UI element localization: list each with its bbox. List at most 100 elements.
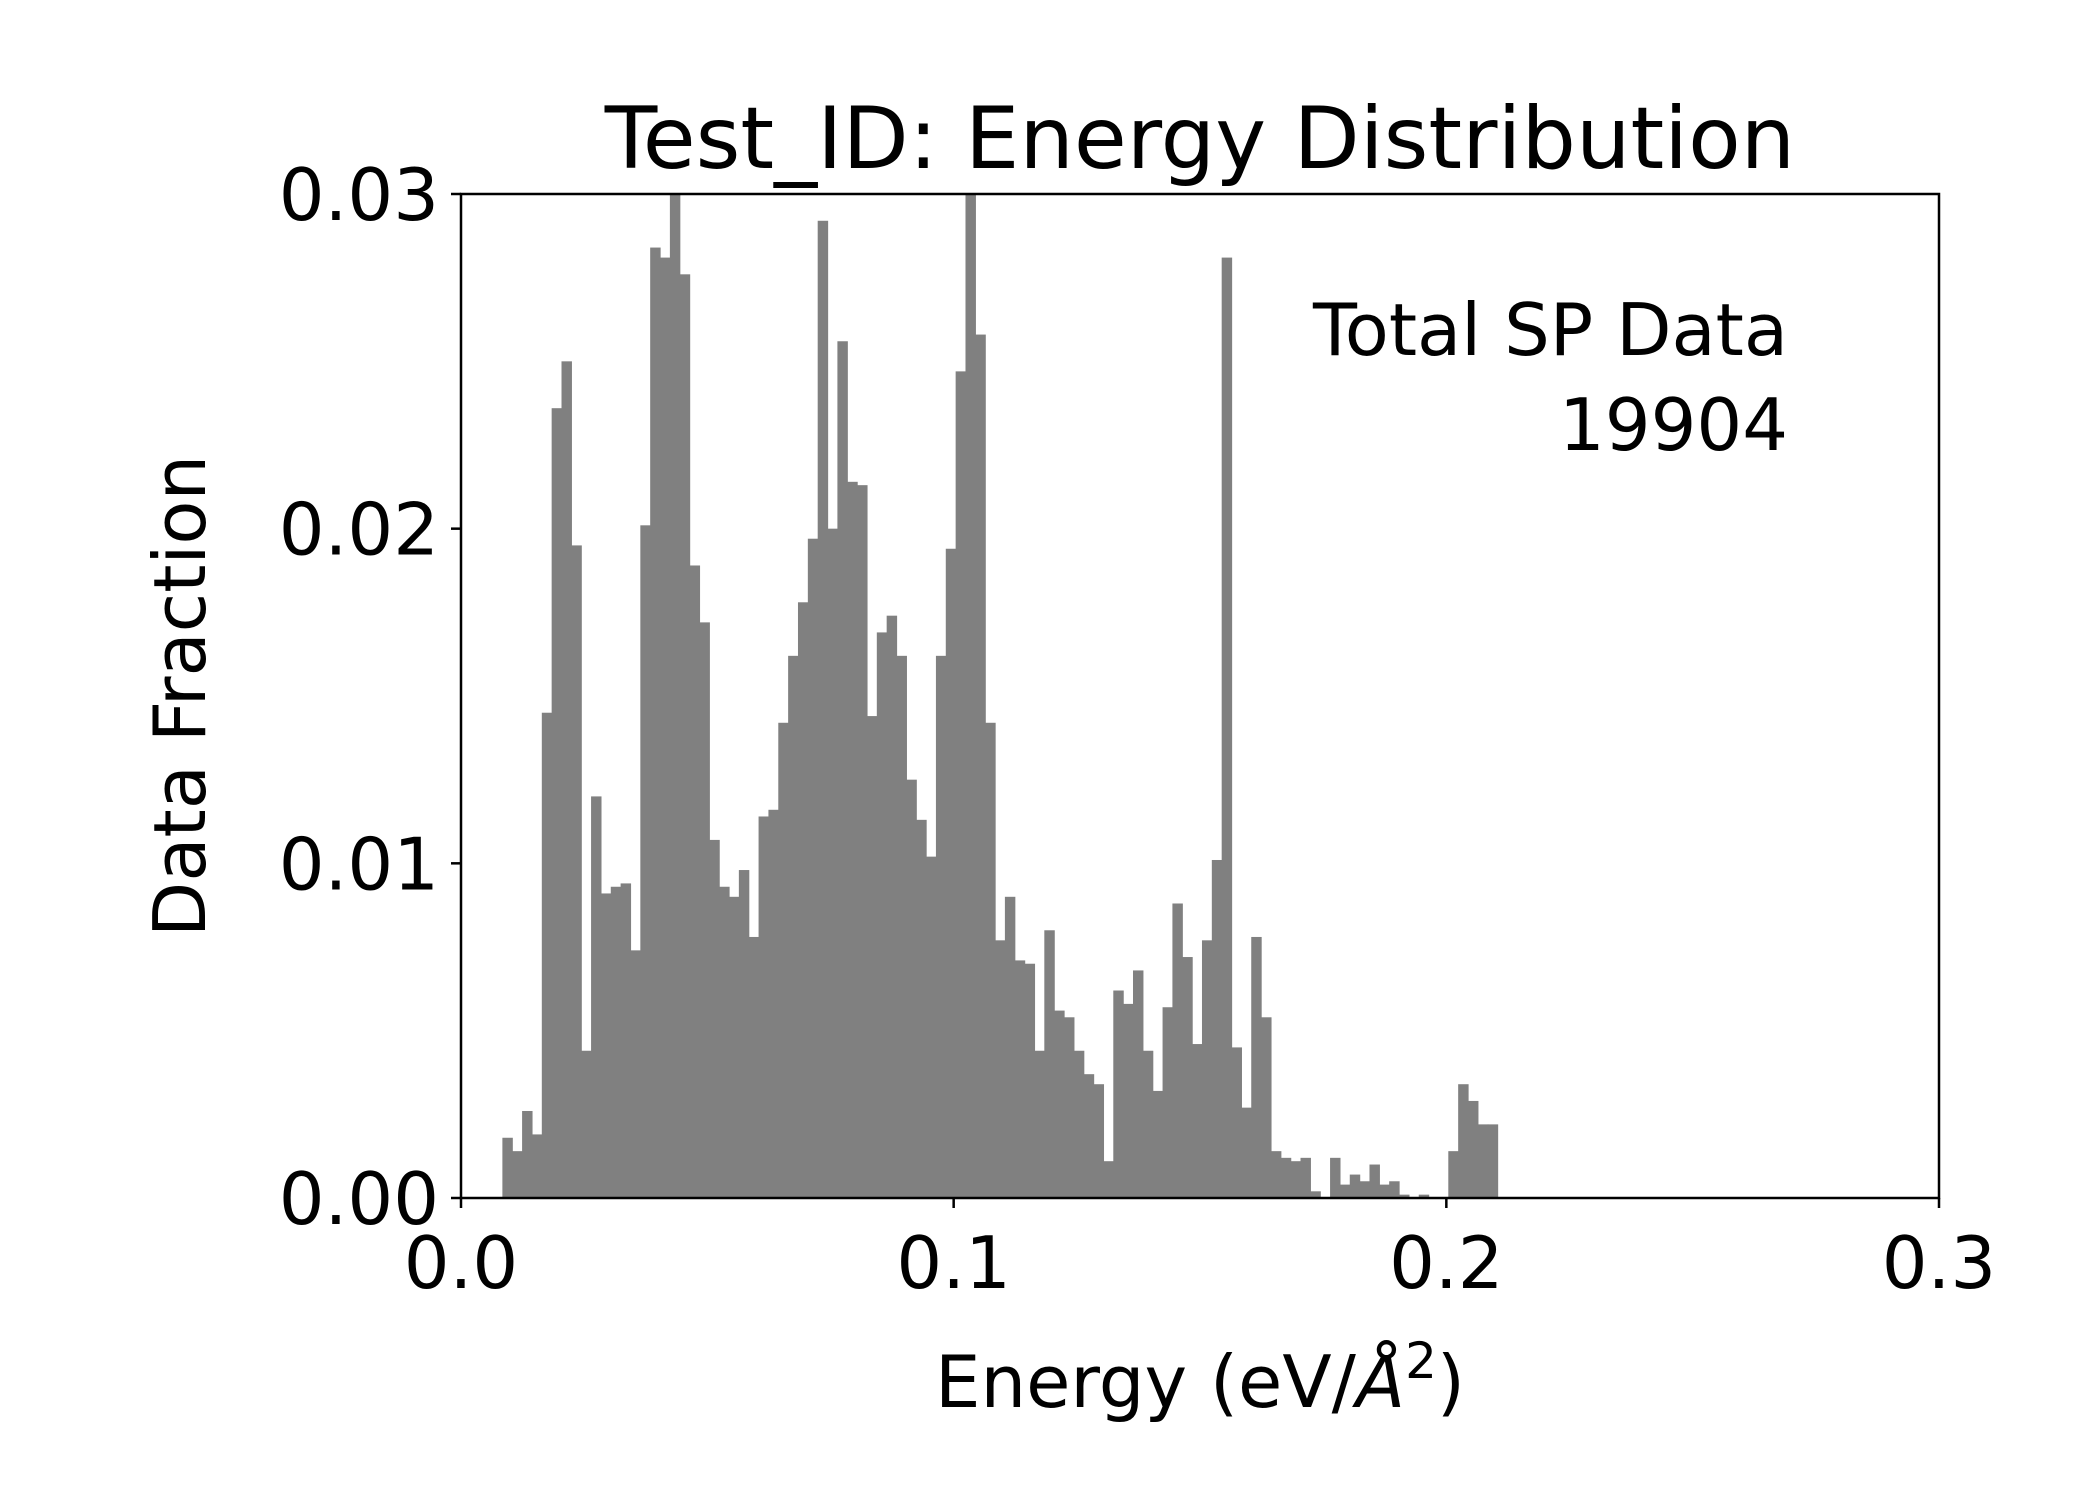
y-tick-label: 0.01 <box>279 822 439 906</box>
histogram-bar <box>1192 1044 1203 1198</box>
histogram-bar <box>1054 1010 1065 1198</box>
histogram-bar <box>1280 1157 1292 1198</box>
histogram-bar <box>1073 1050 1085 1198</box>
histogram-bar <box>935 655 947 1198</box>
histogram-bar <box>699 622 710 1198</box>
histogram-bar <box>1468 1100 1479 1198</box>
histogram-bar <box>1300 1157 1311 1198</box>
histogram-bar <box>807 538 819 1198</box>
plot-frame <box>459 192 1941 1200</box>
histogram-bar <box>1458 1084 1469 1198</box>
x-tick-label: 0.3 <box>1882 1221 1997 1305</box>
histogram-bar <box>837 341 848 1198</box>
histogram-bar <box>768 809 779 1198</box>
histogram-bar <box>847 481 858 1198</box>
histogram-bar <box>975 334 986 1198</box>
histogram-bar <box>1034 1050 1045 1198</box>
histogram-bar <box>1152 1090 1164 1198</box>
histogram-bar <box>817 220 829 1198</box>
histogram-bar <box>866 716 878 1198</box>
x-axis-label-exponent: 2 <box>1405 1332 1437 1390</box>
histogram-bar <box>748 936 760 1198</box>
histogram-bar <box>1477 1124 1489 1198</box>
histogram-bar <box>1123 1003 1134 1198</box>
histogram-bar <box>1024 963 1036 1198</box>
x-axis-label-angstrom: Å <box>1352 1340 1405 1424</box>
histogram-bar <box>581 1050 592 1198</box>
histogram-bar <box>1349 1174 1361 1198</box>
histogram-bar <box>1044 930 1055 1198</box>
histogram-bar <box>1201 940 1213 1198</box>
histogram-bar <box>797 602 809 1198</box>
histogram-bar <box>591 796 602 1198</box>
histogram-bar <box>571 545 582 1198</box>
histogram-bar <box>531 1134 543 1198</box>
histogram-bar <box>1379 1184 1390 1198</box>
histogram-bar <box>1172 903 1183 1198</box>
y-axis-ticks: 0.00 0.01 0.02 0.03 <box>279 153 461 1241</box>
y-tick-label: 0.02 <box>279 488 439 572</box>
histogram-bar <box>640 525 651 1198</box>
histogram-bar <box>1103 1161 1114 1198</box>
histogram-bar <box>896 655 907 1198</box>
x-tick-label: 0.2 <box>1389 1221 1504 1305</box>
histogram-bar <box>689 565 701 1198</box>
histogram-bar <box>758 816 770 1198</box>
histogram-bar <box>1064 1017 1075 1198</box>
x-axis-label-prefix: Energy (eV/ <box>935 1340 1357 1424</box>
histogram-bar <box>827 528 838 1198</box>
histogram-bar <box>1133 970 1144 1198</box>
histogram-bar <box>1270 1151 1282 1198</box>
total-sp-data-label: Total SP Data <box>1312 288 1788 372</box>
y-axis-label: Data Fraction <box>138 455 222 937</box>
histogram-bar <box>1014 960 1026 1198</box>
x-axis-label: Energy (eV/Å2) <box>935 1332 1465 1424</box>
histogram-bar <box>679 274 691 1198</box>
histogram-bar <box>1290 1161 1302 1198</box>
x-axis-ticks: 0.0 0.1 0.2 0.3 <box>404 1198 1997 1305</box>
histogram-bar <box>512 1151 523 1198</box>
histogram-bar <box>719 886 730 1198</box>
histogram-bar <box>1330 1157 1341 1198</box>
histogram-bar <box>1231 1047 1242 1198</box>
histogram-bar <box>1359 1181 1371 1198</box>
histogram-bar <box>1093 1084 1105 1198</box>
histogram-bar <box>738 870 750 1198</box>
histogram-bar <box>1211 859 1223 1198</box>
histogram-bar <box>778 722 789 1198</box>
histogram-bar <box>729 896 740 1198</box>
histogram-bar <box>660 257 671 1199</box>
histogram-bar <box>1369 1164 1380 1198</box>
histogram-bar <box>522 1110 533 1198</box>
histogram-bar <box>709 839 720 1198</box>
histogram-bar <box>1418 1194 1430 1198</box>
histogram-bar <box>995 940 1006 1198</box>
histogram-bar <box>541 712 553 1198</box>
histogram-bar <box>1339 1184 1351 1198</box>
histogram-bar <box>1389 1181 1400 1198</box>
histogram-bar <box>669 194 681 1198</box>
y-tick-label: 0.03 <box>279 153 439 237</box>
x-tick-label: 0.1 <box>896 1221 1011 1305</box>
histogram-bar <box>1487 1124 1499 1198</box>
histogram-bar <box>906 779 917 1198</box>
histogram-bar <box>876 632 888 1198</box>
histogram-bar <box>1004 896 1016 1198</box>
histogram-bar <box>1182 957 1193 1198</box>
histogram-bar <box>1241 1107 1252 1198</box>
histogram-bar <box>1083 1074 1095 1198</box>
histogram-bar <box>1261 1017 1272 1198</box>
histogram-bar <box>630 950 641 1198</box>
histogram-bar <box>650 247 661 1199</box>
histogram-bar <box>985 722 996 1198</box>
histogram-bar <box>1310 1191 1321 1198</box>
histogram-bar <box>600 893 612 1198</box>
histogram-bar <box>857 485 868 1198</box>
y-tick-label: 0.00 <box>279 1157 439 1241</box>
histogram-bar <box>551 408 563 1198</box>
histogram-bar <box>955 371 967 1198</box>
histogram-bar <box>620 883 632 1198</box>
histogram-bar <box>561 361 572 1199</box>
histogram-bar <box>926 856 937 1198</box>
